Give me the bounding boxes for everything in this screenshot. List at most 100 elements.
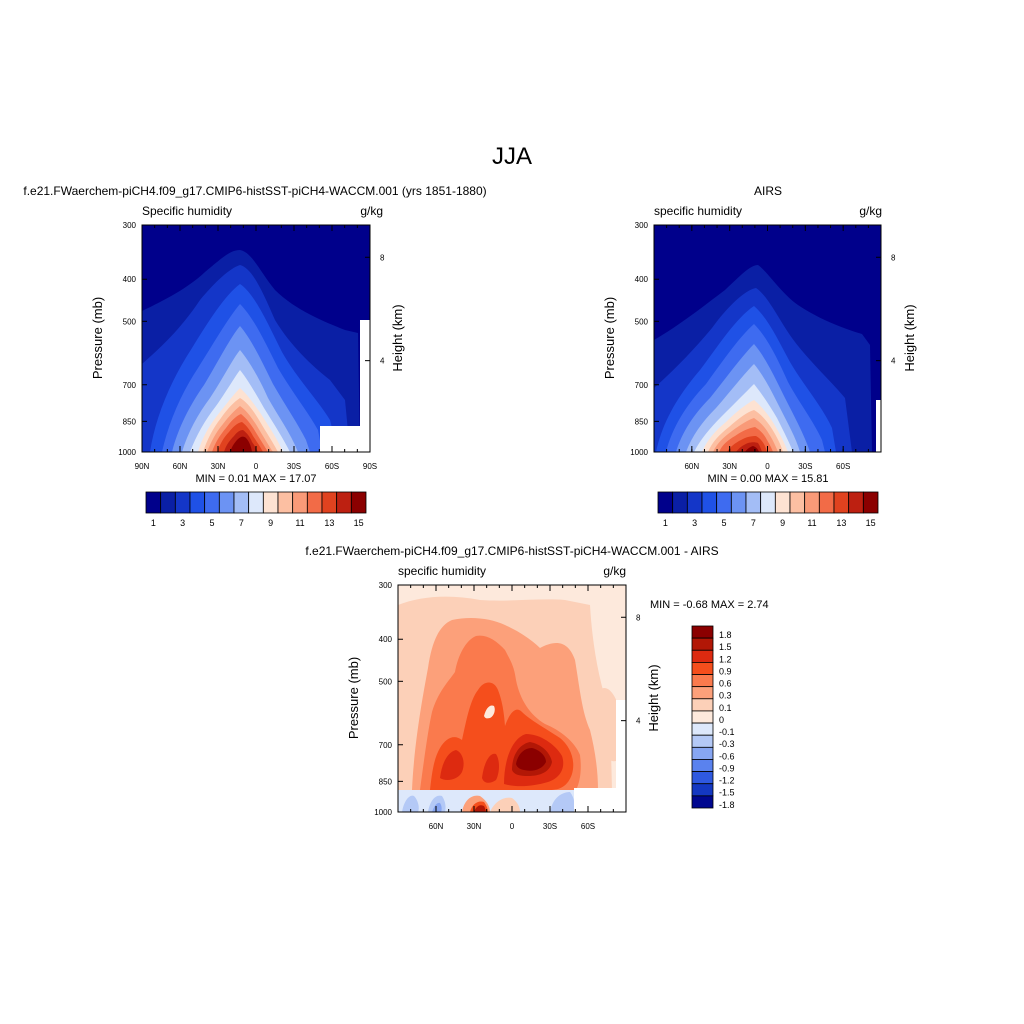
x-tick-label: 0	[254, 462, 259, 471]
colorbar-swatch	[691, 746, 714, 760]
colorbar-swatch	[292, 491, 308, 514]
colorbar-swatch	[691, 674, 714, 688]
x-tick-label: 60N	[429, 822, 444, 831]
panel-model-colorbar: 1 3 5 7 9 11 13 15	[145, 491, 367, 528]
x-tick-label: 60N	[684, 462, 699, 471]
figure-title: JJA	[492, 143, 532, 170]
colorbar-label: -1.2	[719, 776, 735, 786]
panel-model-variable-label: Specific humidity	[142, 204, 232, 218]
panel-model-minmax: MIN = 0.01 MAX = 17.07	[195, 473, 316, 485]
colorbar-swatch	[350, 491, 367, 514]
colorbar-swatch	[248, 491, 264, 514]
contour-band-0.1	[484, 705, 495, 719]
colorbar-swatch	[691, 722, 714, 736]
contour-band-level-15	[745, 446, 759, 452]
colorbar-label: -0.3	[719, 739, 735, 749]
colorbar-swatch	[686, 491, 703, 514]
y-tick-label: 1000	[374, 808, 392, 817]
y-right-tick-label: 4	[636, 717, 641, 726]
colorbar-label: -1.8	[719, 800, 735, 810]
colorbar-label: 15	[354, 518, 364, 528]
contour-band-1.8	[474, 805, 486, 812]
colorbar-swatch	[672, 491, 688, 514]
colorbar-label: 0	[719, 715, 724, 725]
panel-model-axes: 300 400 500 700 850 1000 8 4 90N 60N 30N 0 30S 60S 90S	[118, 221, 385, 471]
x-tick-label: 30N	[211, 462, 226, 471]
x-tick-label: 0	[765, 462, 770, 471]
y-tick-label: 850	[379, 777, 393, 786]
panel-obs-units: g/kg	[859, 204, 882, 218]
colorbar-label: 7	[751, 518, 756, 528]
panel-diff-ylabel: Pressure (mb)	[346, 657, 361, 739]
contour-band-1.5	[482, 753, 499, 783]
panel-obs: AIRS specific humidity g/kg 300 400 500 700…	[602, 184, 917, 528]
colorbar-label: 13	[836, 518, 846, 528]
colorbar-swatch	[321, 491, 338, 514]
y-tick-label: 700	[635, 381, 649, 390]
panel-diff-colorbar: 1.8 1.5 1.2 0.9 0.6 0.3 0.1 0 -0.1 -0.3 -0.6 -0.9 -1…	[691, 625, 735, 810]
panel-diff-ylabel-right: Height (km)	[646, 664, 661, 731]
y-tick-label: 850	[635, 417, 649, 426]
colorbar-label: 0.3	[719, 691, 732, 701]
colorbar-label: -0.6	[719, 751, 735, 761]
colorbar-label: -1.5	[719, 788, 735, 798]
colorbar-swatch	[760, 491, 776, 514]
y-right-tick-label: 8	[636, 613, 641, 622]
colorbar-swatch	[160, 491, 176, 514]
y-tick-label: 400	[123, 275, 137, 284]
contour-band-0.3	[600, 687, 618, 762]
colorbar-swatch	[716, 491, 732, 514]
colorbar-swatch	[218, 491, 235, 514]
y-tick-label: 700	[123, 381, 137, 390]
missing-data-region	[360, 320, 370, 452]
colorbar-swatch	[233, 491, 250, 514]
panel-model-ylabel: Pressure (mb)	[90, 297, 105, 379]
y-right-tick-label: 8	[380, 253, 385, 262]
x-tick-label: 30S	[543, 822, 557, 831]
colorbar-swatch	[189, 491, 206, 514]
x-tick-label: 90S	[363, 462, 377, 471]
y-tick-label: 850	[123, 417, 137, 426]
y-right-tick-label: 4	[380, 357, 385, 366]
colorbar-swatch	[306, 491, 323, 514]
colorbar-swatch	[862, 491, 879, 514]
x-tick-label: 60S	[836, 462, 850, 471]
missing-data-region	[574, 788, 624, 812]
contour-band-neg-0.3	[550, 792, 575, 812]
y-tick-label: 300	[635, 221, 649, 230]
colorbar-swatch	[691, 662, 714, 675]
colorbar-label: 9	[268, 518, 273, 528]
panel-obs-colorbar: 1 3 5 7 9 11 13 15	[657, 491, 879, 528]
colorbar-label: 9	[780, 518, 785, 528]
contour-band-max	[516, 748, 546, 771]
colorbar-swatch	[848, 491, 864, 514]
x-tick-label: 60N	[173, 462, 188, 471]
colorbar-label: 0.1	[719, 703, 732, 713]
x-tick-label: 60S	[581, 822, 595, 831]
panel-model-contour-field	[142, 225, 370, 452]
colorbar-swatch	[691, 783, 714, 797]
colorbar-swatch	[336, 491, 352, 514]
panel-model-title: f.e21.FWaerchem-piCH4.f09_g17.CMIP6-hist…	[23, 184, 486, 198]
panel-obs-minmax: MIN = 0.00 MAX = 15.81	[707, 473, 828, 485]
colorbar-swatch	[691, 734, 714, 748]
colorbar-label: 15	[866, 518, 876, 528]
y-tick-label: 400	[635, 275, 649, 284]
colorbar-label: 13	[324, 518, 334, 528]
colorbar-swatch	[657, 491, 674, 514]
colorbar-label: 5	[721, 518, 726, 528]
colorbar-label: 1	[151, 518, 156, 528]
y-tick-label: 1000	[118, 448, 136, 457]
panel-obs-variable-label: specific humidity	[654, 204, 742, 218]
panel-obs-axes: 300 400 500 700 850 1000 8 4 60N 30N 0 30S 60S	[630, 221, 896, 471]
colorbar-label: 11	[295, 518, 304, 528]
colorbar-swatch	[204, 491, 220, 514]
x-tick-label: 90N	[135, 462, 150, 471]
colorbar-label: 0.9	[719, 666, 732, 676]
contour-band-1.5	[440, 750, 464, 780]
x-tick-label: 0	[510, 822, 515, 831]
colorbar-swatch	[145, 491, 162, 514]
missing-data-region	[616, 700, 626, 812]
panel-diff-units: g/kg	[603, 564, 626, 578]
x-tick-label: 30S	[287, 462, 301, 471]
